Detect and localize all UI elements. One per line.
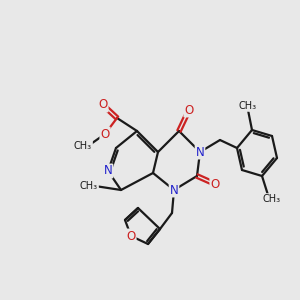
Text: O: O (210, 178, 220, 190)
Text: CH₃: CH₃ (263, 194, 281, 204)
Text: N: N (103, 164, 112, 178)
Text: CH₃: CH₃ (239, 101, 257, 111)
Text: O: O (126, 230, 136, 242)
Text: N: N (196, 146, 204, 158)
Text: CH₃: CH₃ (80, 181, 98, 191)
Text: O: O (184, 103, 194, 116)
Text: CH₃: CH₃ (74, 141, 92, 151)
Text: O: O (100, 128, 109, 140)
Text: N: N (169, 184, 178, 196)
Text: O: O (98, 98, 108, 112)
